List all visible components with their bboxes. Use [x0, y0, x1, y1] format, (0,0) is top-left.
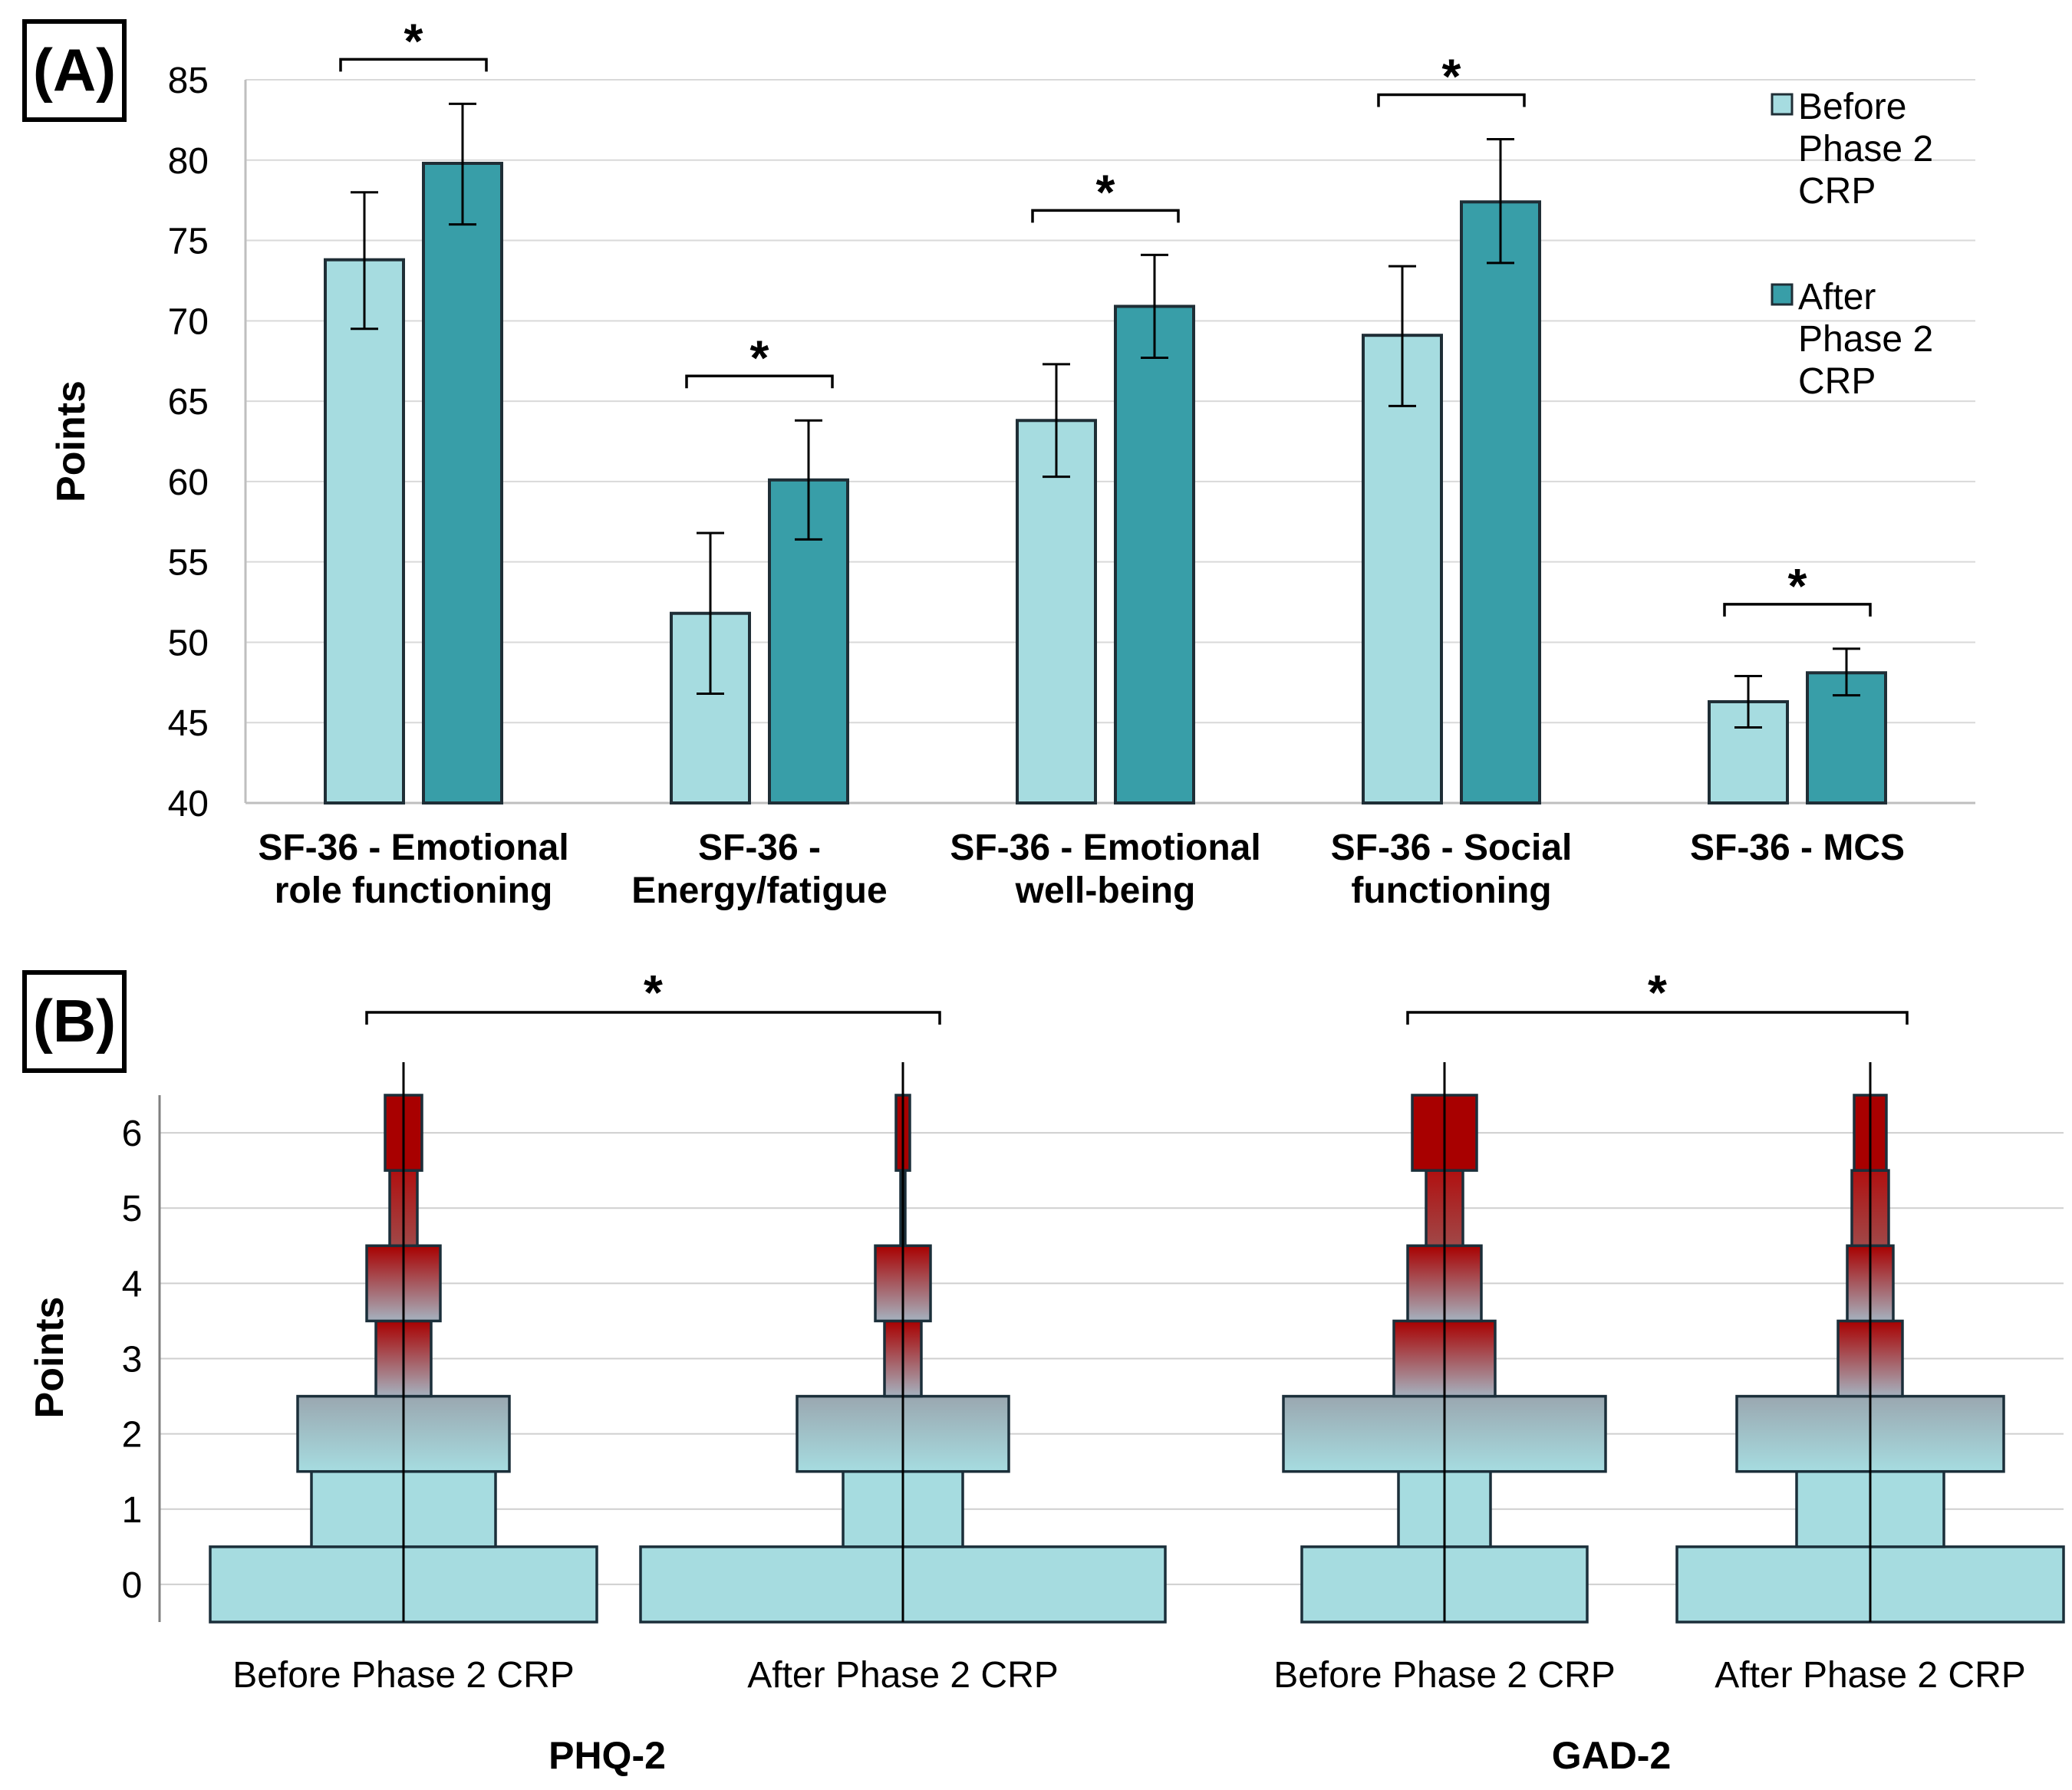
- y-tick-label: 80: [168, 141, 209, 182]
- y-axis-title: Points: [49, 380, 94, 502]
- condition-label: Before Phase 2 CRP: [232, 1655, 575, 1696]
- category-label: SF-36 - Social: [1331, 828, 1573, 868]
- y-tick-label: 2: [122, 1415, 143, 1456]
- legend-label: After: [1798, 277, 1876, 318]
- significance-star: *: [1442, 49, 1461, 104]
- panel-a-label-text: (A): [33, 36, 116, 104]
- bar: [324, 258, 405, 805]
- legend-label: Before: [1798, 87, 1906, 127]
- y-tick-label: 5: [122, 1189, 143, 1229]
- bar: [1114, 304, 1195, 805]
- significance-bracket: [365, 1011, 941, 1025]
- bar: [422, 161, 503, 805]
- y-tick-label: 75: [168, 222, 209, 262]
- bar: [1016, 419, 1097, 805]
- significance-star: *: [404, 13, 423, 68]
- category-label: SF-36 - Emotional: [258, 828, 568, 868]
- category-label: SF-36 - Emotional: [950, 828, 1260, 868]
- y-tick-label: 45: [168, 703, 209, 744]
- panel-a-label: (A): [22, 19, 127, 122]
- category-label: role functioning: [275, 870, 553, 911]
- y-tick-label: 0: [122, 1565, 143, 1606]
- group-label: GAD-2: [1552, 1734, 1672, 1777]
- significance-star: *: [1788, 558, 1807, 614]
- panel-b-label: (B): [22, 970, 127, 1073]
- y-tick-label: 85: [168, 61, 209, 101]
- y-tick-label: 4: [122, 1264, 143, 1305]
- y-tick-label: 50: [168, 623, 209, 663]
- significance-star: *: [644, 965, 663, 1020]
- legend-label: CRP: [1798, 171, 1876, 212]
- legend-label: Phase 2: [1798, 129, 1933, 169]
- y-tick-label: 65: [168, 382, 209, 423]
- y-axis-title: Points: [28, 1297, 72, 1419]
- significance-bracket: [1723, 603, 1872, 617]
- bar: [1460, 200, 1541, 805]
- significance-bracket: [685, 374, 834, 389]
- significance-bracket: [339, 58, 488, 72]
- y-tick-label: 6: [122, 1114, 143, 1154]
- legend-label: Phase 2: [1798, 319, 1933, 360]
- category-label: functioning: [1351, 870, 1551, 911]
- condition-label: After Phase 2 CRP: [1715, 1655, 2026, 1696]
- significance-bracket: [1377, 93, 1526, 107]
- y-tick-label: 40: [168, 784, 209, 824]
- category-label: SF-36 - MCS: [1690, 828, 1905, 868]
- category-label: well-being: [1015, 870, 1196, 911]
- significance-star: *: [1096, 164, 1115, 219]
- y-tick-label: 60: [168, 462, 209, 503]
- group-label: PHQ-2: [548, 1734, 666, 1777]
- significance-bracket: [1406, 1011, 1909, 1025]
- significance-star: *: [1648, 965, 1667, 1020]
- significance-star: *: [750, 330, 769, 385]
- panel-b-label-text: (B): [33, 987, 116, 1055]
- condition-label: Before Phase 2 CRP: [1273, 1655, 1616, 1696]
- y-tick-label: 1: [122, 1490, 143, 1531]
- y-tick-label: 70: [168, 301, 209, 342]
- legend-swatch: [1771, 93, 1794, 116]
- bar-chart-a: 40 45 50 55 60 65 70 75 80 85 Points * SF-36 - Emoti…: [49, 13, 1975, 911]
- y-tick-label: 3: [122, 1340, 143, 1380]
- condition-label: After Phase 2 CRP: [747, 1655, 1059, 1696]
- histogram-chart-b: 0 1 2 3 4 5 6 Points Before Phase 2 CRP After Pha…: [28, 965, 2065, 1777]
- significance-bracket: [1031, 209, 1180, 223]
- category-label: Energy/fatigue: [631, 870, 887, 911]
- bar: [1362, 334, 1443, 805]
- legend-label: CRP: [1798, 361, 1876, 402]
- legend-swatch: [1771, 283, 1794, 306]
- category-label: SF-36 -: [698, 828, 821, 868]
- y-tick-label: 55: [168, 543, 209, 584]
